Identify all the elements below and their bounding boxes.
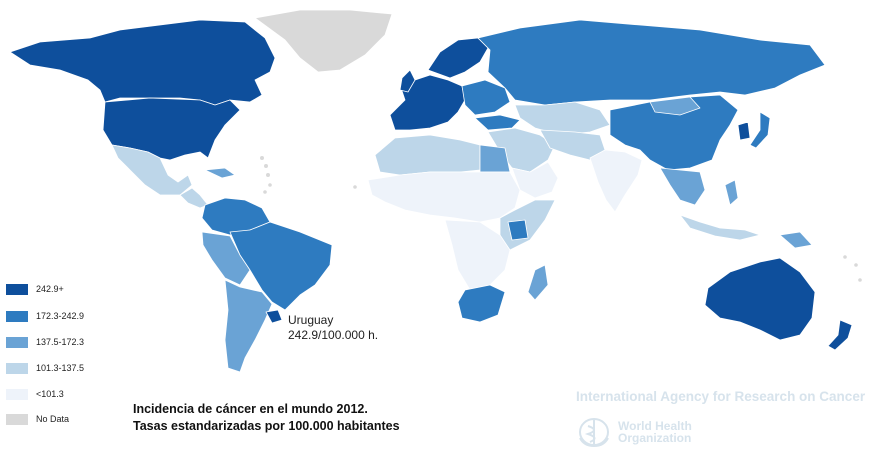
legend-swatch [6,284,28,295]
region-south-africa[interactable] [457,284,506,323]
region-png[interactable] [779,231,813,249]
callout-country: Uruguay [288,313,334,327]
uruguay-callout: Uruguay 242.9/100.000 h. [288,313,378,343]
region-korea[interactable] [737,121,751,141]
region-brazil[interactable] [229,221,333,311]
callout-value: 242.9/100.000 h. [288,328,379,342]
region-mexico[interactable] [111,144,193,196]
region-eastern-europe[interactable] [461,79,511,116]
legend-item: <101.3 [6,388,136,402]
region-arabia[interactable] [511,161,559,199]
caption-title: Incidencia de cáncer en el mundo 2012. [133,402,368,416]
legend-swatch [6,337,28,348]
iarc-watermark: International Agency for Research on Can… [576,389,866,404]
region-indonesia[interactable] [679,214,761,241]
legend-item: 101.3-137.5 [6,362,136,376]
region-madagascar[interactable] [527,264,549,301]
who-emblem-icon [579,418,609,448]
region-china[interactable] [609,94,739,171]
region-central-asia[interactable] [514,101,611,136]
legend-swatch [6,363,28,374]
region-philippines[interactable] [724,179,739,206]
island-dots [260,156,862,282]
legend-label: 137.5-172.3 [36,337,85,347]
region-mongolia[interactable] [649,96,701,116]
region-turkey[interactable] [474,114,521,131]
region-india[interactable] [589,149,643,213]
region-russia[interactable] [477,19,826,106]
legend-swatch [6,389,28,400]
who-line2: Organization [618,431,692,445]
region-new-zealand[interactable] [827,319,853,351]
region-southeast-asia[interactable] [659,167,706,206]
region-scandinavia[interactable] [427,37,489,79]
region-southern-central-africa[interactable] [444,219,511,291]
legend-item: 242.9+ [6,283,136,297]
legend-label: <101.3 [36,389,64,399]
who-watermark: World Health Organization [618,420,692,444]
region-caribbean[interactable] [204,167,236,179]
legend-label: No Data [36,414,70,424]
legend-label: 172.3-242.9 [36,311,85,321]
region-southern-cone[interactable] [224,279,273,373]
region-kenya[interactable] [507,219,529,241]
region-japan[interactable] [749,111,771,149]
caption-subtitle: Tasas estandarizadas por 100.000 habitan… [133,419,400,433]
region-british-isles[interactable] [399,69,416,93]
region-australia[interactable] [704,257,816,341]
map-caption: Incidencia de cáncer en el mundo 2012. T… [133,401,400,435]
legend-swatch [6,311,28,322]
region-west-central-africa[interactable] [367,171,521,223]
region-north-africa[interactable] [374,134,481,176]
region-canada[interactable] [9,19,276,106]
legend-label: 101.3-137.5 [36,363,85,373]
who-line1: World Health [618,419,692,433]
legend-label: 242.9+ [36,284,64,294]
region-egypt[interactable] [479,144,511,173]
region-greenland[interactable] [254,9,393,73]
region-andes[interactable] [201,231,251,286]
legend-item: 137.5-172.3 [6,336,136,350]
legend-swatch [6,414,28,425]
legend-item: 172.3-242.9 [6,310,136,324]
legend-item: No Data [6,413,136,427]
region-uruguay[interactable] [265,309,283,324]
